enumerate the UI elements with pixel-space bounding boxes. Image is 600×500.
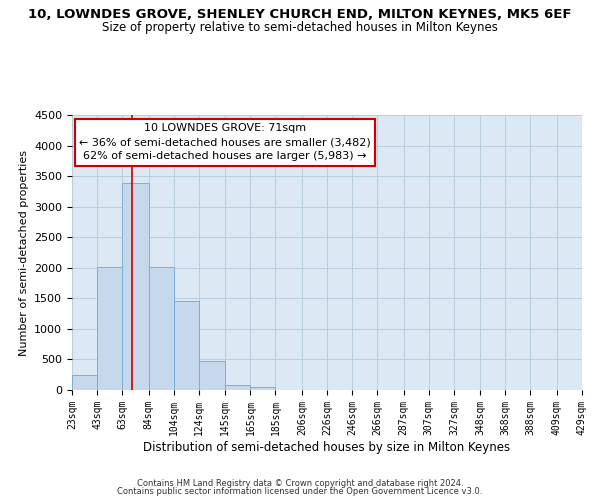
Bar: [149, 266, 174, 390]
Text: Contains HM Land Registry data © Crown copyright and database right 2024.: Contains HM Land Registry data © Crown c…: [137, 478, 463, 488]
Y-axis label: Number of semi-detached properties: Number of semi-detached properties: [19, 150, 29, 356]
Bar: [174, 301, 199, 390]
Bar: [97, 266, 122, 390]
X-axis label: Distribution of semi-detached houses by size in Milton Keynes: Distribution of semi-detached houses by …: [143, 440, 511, 454]
Bar: [250, 387, 275, 390]
Text: Size of property relative to semi-detached houses in Milton Keynes: Size of property relative to semi-detach…: [102, 21, 498, 34]
Bar: [225, 384, 250, 390]
Bar: [199, 362, 225, 390]
Bar: [122, 184, 149, 390]
Text: Contains public sector information licensed under the Open Government Licence v3: Contains public sector information licen…: [118, 487, 482, 496]
Text: 10 LOWNDES GROVE: 71sqm
← 36% of semi-detached houses are smaller (3,482)
62% of: 10 LOWNDES GROVE: 71sqm ← 36% of semi-de…: [79, 123, 371, 161]
Text: 10, LOWNDES GROVE, SHENLEY CHURCH END, MILTON KEYNES, MK5 6EF: 10, LOWNDES GROVE, SHENLEY CHURCH END, M…: [28, 8, 572, 20]
Bar: [72, 374, 97, 390]
